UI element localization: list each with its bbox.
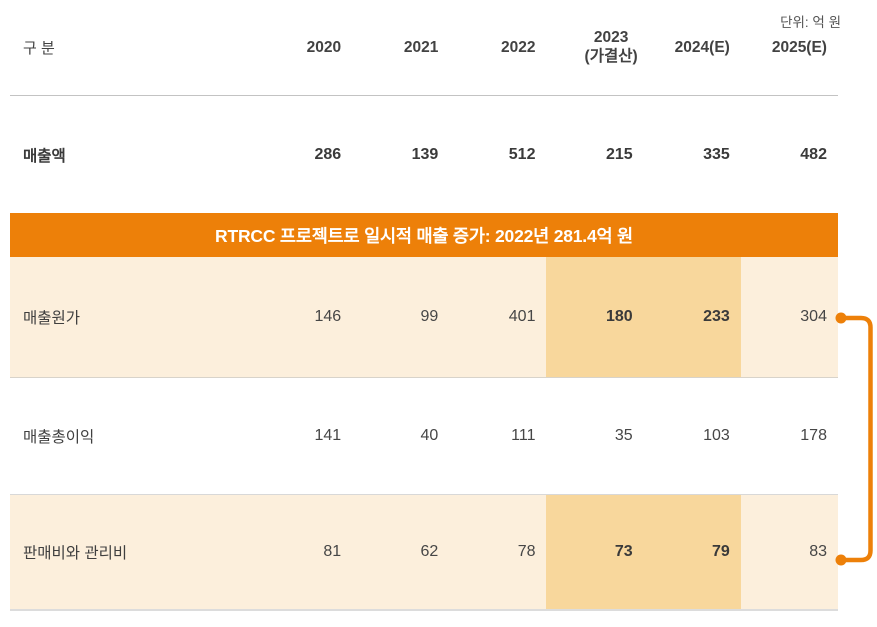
table-cell: 99 bbox=[420, 308, 439, 325]
table-cell: 286 bbox=[314, 145, 342, 163]
header-col-2023-year: 2023 bbox=[593, 28, 629, 46]
header-col-2020: 2020 bbox=[306, 38, 342, 56]
table-cell: 81 bbox=[323, 543, 342, 560]
row-label: 매출원가 bbox=[23, 310, 81, 327]
row-cogs: 매출원가 146 99 401 180 233 304 bbox=[10, 257, 838, 378]
row-revenue: 매출액 286 139 512 215 335 482 bbox=[10, 96, 838, 213]
table-cell-highlighted: 233 bbox=[643, 257, 741, 377]
header-col-2023-sublabel: (가결산) bbox=[584, 47, 638, 65]
row-label: 판매비와 관리비 bbox=[23, 545, 128, 562]
table-cell: 62 bbox=[420, 543, 439, 560]
table-cell: 335 bbox=[703, 145, 730, 163]
unit-label: 단위: 억 원 bbox=[780, 15, 841, 30]
header-col-2023-stack: 2023 (가결산) bbox=[585, 29, 638, 67]
table-cell: 146 bbox=[314, 308, 342, 325]
table-cell-highlighted: 79 bbox=[643, 495, 741, 609]
table-cell: 401 bbox=[508, 308, 536, 325]
table-cell: 78 bbox=[517, 543, 536, 560]
header-category-label: 구 분 bbox=[23, 40, 55, 57]
header-col-2022: 2022 bbox=[501, 38, 536, 56]
table-cell: 215 bbox=[605, 145, 633, 163]
connector-line bbox=[843, 315, 873, 563]
table-cell: 178 bbox=[800, 427, 827, 444]
table-cell: 35 bbox=[614, 427, 633, 444]
table-cell: 304 bbox=[800, 308, 827, 325]
table-cell: 111 bbox=[511, 427, 536, 444]
highlight-banner: RTRCC 프로젝트로 일시적 매출 증가: 2022년 281.4억 원 bbox=[10, 213, 838, 257]
table-cell: 512 bbox=[508, 145, 536, 163]
table-cell: 139 bbox=[411, 145, 439, 163]
row-label: 매출액 bbox=[23, 147, 66, 165]
row-gross-profit: 매출총이익 141 40 111 35 103 178 bbox=[10, 378, 838, 495]
table-header-row: 구 분 2020 2021 2022 2023 (가결산) 2024(E) 20… bbox=[10, 0, 838, 96]
row-label: 매출총이익 bbox=[23, 429, 95, 446]
table-cell-highlighted: 180 bbox=[546, 257, 644, 377]
table-cell: 141 bbox=[314, 427, 342, 444]
table-cell: 40 bbox=[420, 427, 439, 444]
banner-note: RTRCC 프로젝트로 일시적 매출 증가: 2022년 281.4억 원 bbox=[215, 225, 633, 246]
row-sgna: 판매비와 관리비 81 62 78 73 79 83 bbox=[10, 495, 838, 611]
table-cell-highlighted: 73 bbox=[546, 495, 644, 609]
header-col-2025e: 2025(E) bbox=[771, 38, 827, 56]
table-cell: 83 bbox=[809, 543, 827, 560]
header-col-2023: 2023 (가결산) bbox=[546, 0, 643, 95]
header-col-2024e: 2024(E) bbox=[674, 38, 730, 56]
table-cell: 103 bbox=[703, 427, 730, 444]
header-col-2021: 2021 bbox=[403, 38, 439, 56]
table-cell: 482 bbox=[800, 145, 827, 163]
